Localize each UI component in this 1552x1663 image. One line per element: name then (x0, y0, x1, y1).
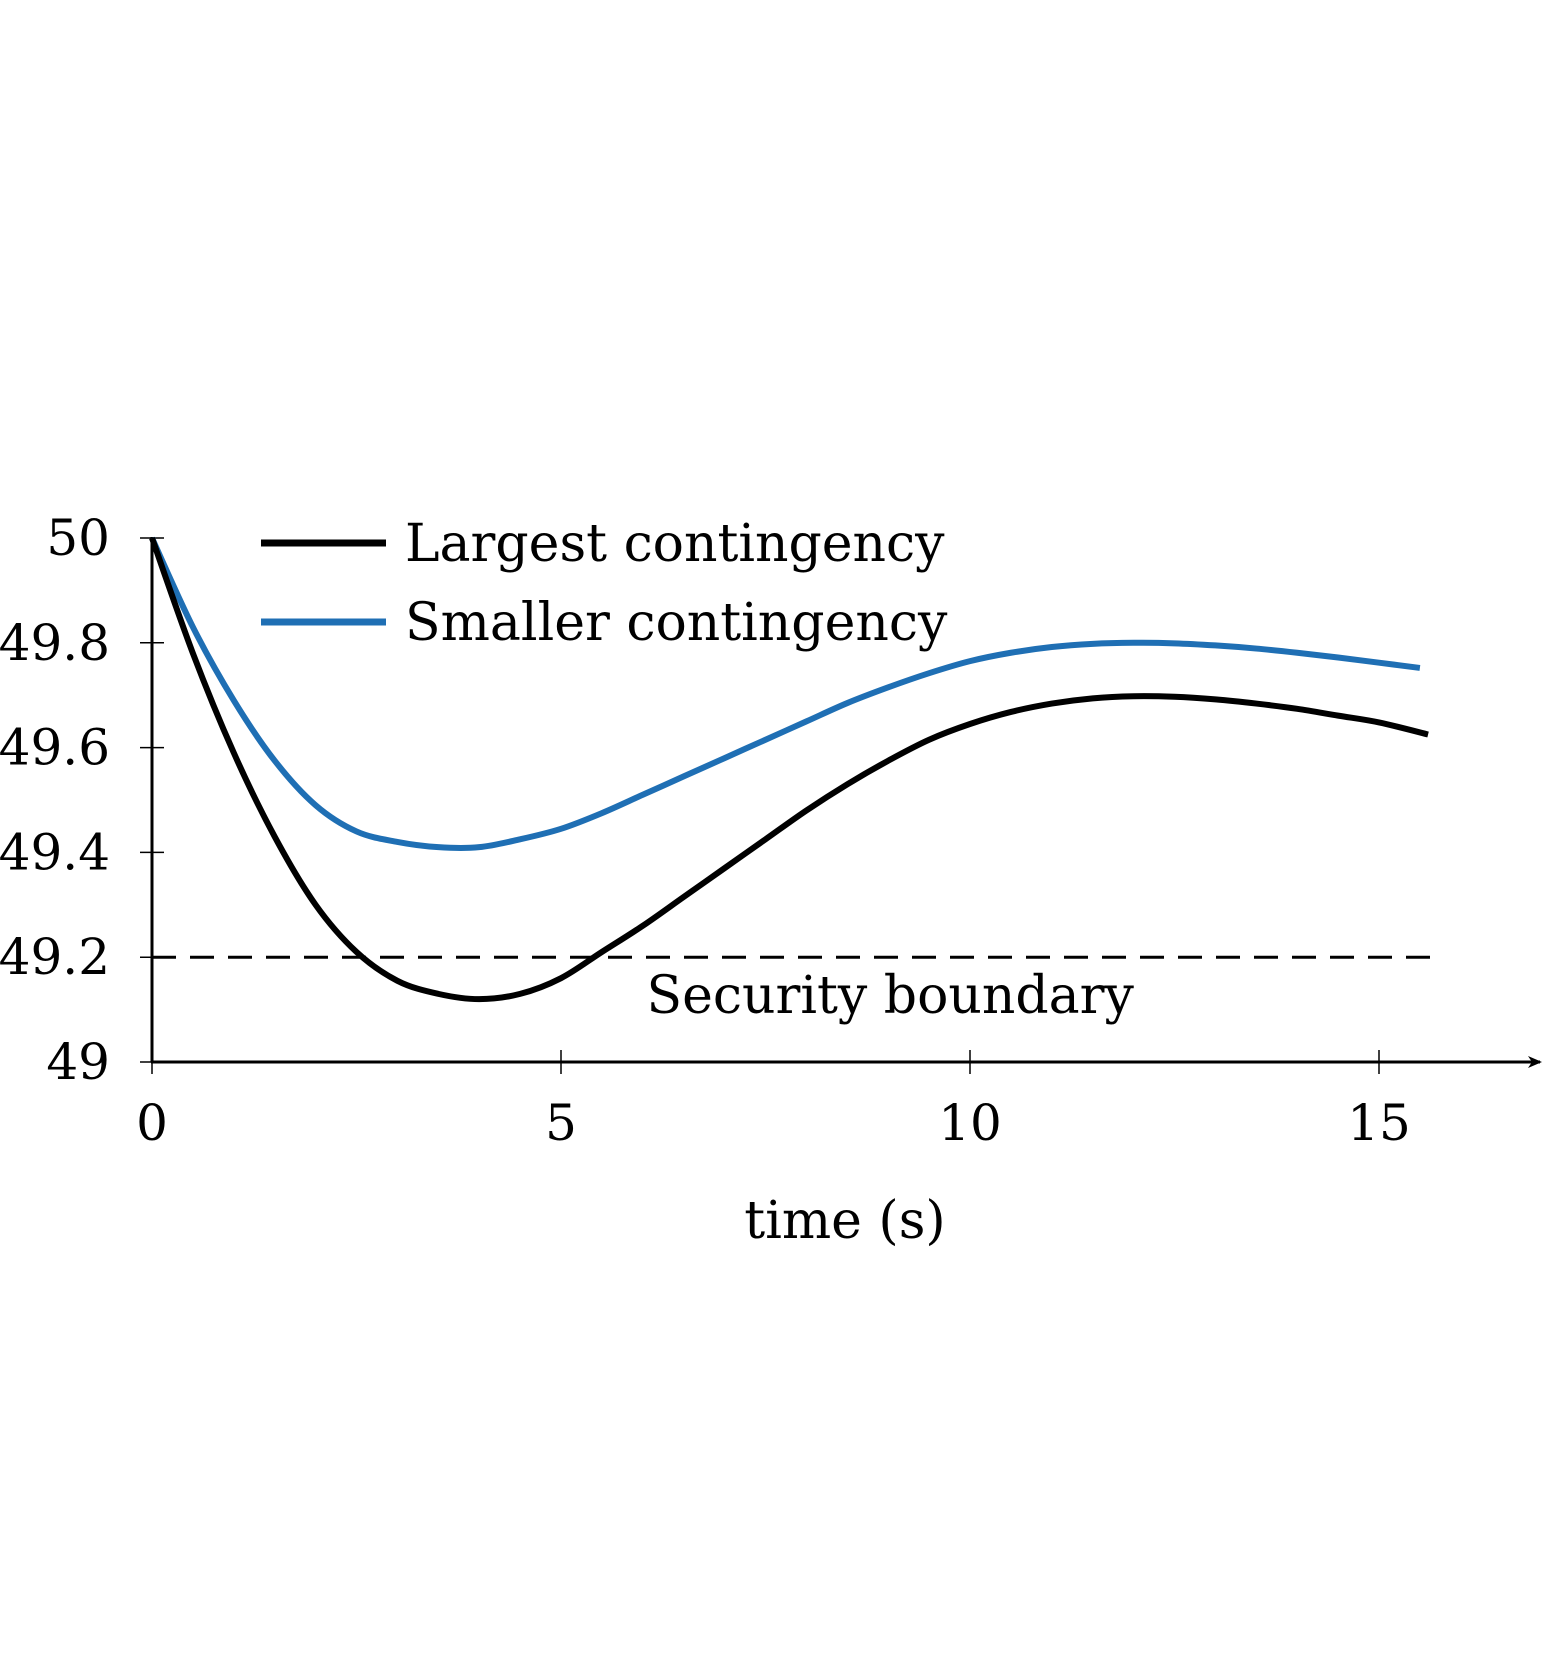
axes (150, 537, 1542, 1068)
legend-label-smaller-contingency: Smaller contingency (405, 593, 948, 653)
y-tick-label: 50 (46, 509, 110, 567)
x-tick-label: 10 (938, 1094, 1002, 1152)
reference-lines: Security boundary (152, 955, 1437, 1026)
series-line-largest-contingency (149, 536, 1429, 1003)
x-axis-label: time (s) (744, 1191, 945, 1251)
series-group (149, 536, 1429, 1003)
y-tick-label: 49.6 (0, 719, 110, 777)
y-tick-label: 49.2 (0, 928, 110, 986)
legend: Largest contingency Smaller contingency (261, 514, 948, 653)
y-tick-label: 49 (46, 1033, 110, 1091)
x-ticks: 0 5 10 15 (136, 1050, 1411, 1152)
legend-label-largest-contingency: Largest contingency (405, 514, 945, 574)
x-tick-label: 0 (136, 1094, 168, 1152)
series-line-smaller-contingency (149, 536, 1421, 851)
y-ticks: 49 49.2 49.4 49.6 49.8 50 (0, 509, 164, 1091)
x-tick-label: 15 (1347, 1094, 1411, 1152)
x-tick-label: 5 (545, 1094, 577, 1152)
security-boundary-label: Security boundary (646, 966, 1134, 1026)
y-tick-label: 49.8 (0, 614, 110, 672)
y-tick-label: 49.4 (0, 823, 110, 881)
